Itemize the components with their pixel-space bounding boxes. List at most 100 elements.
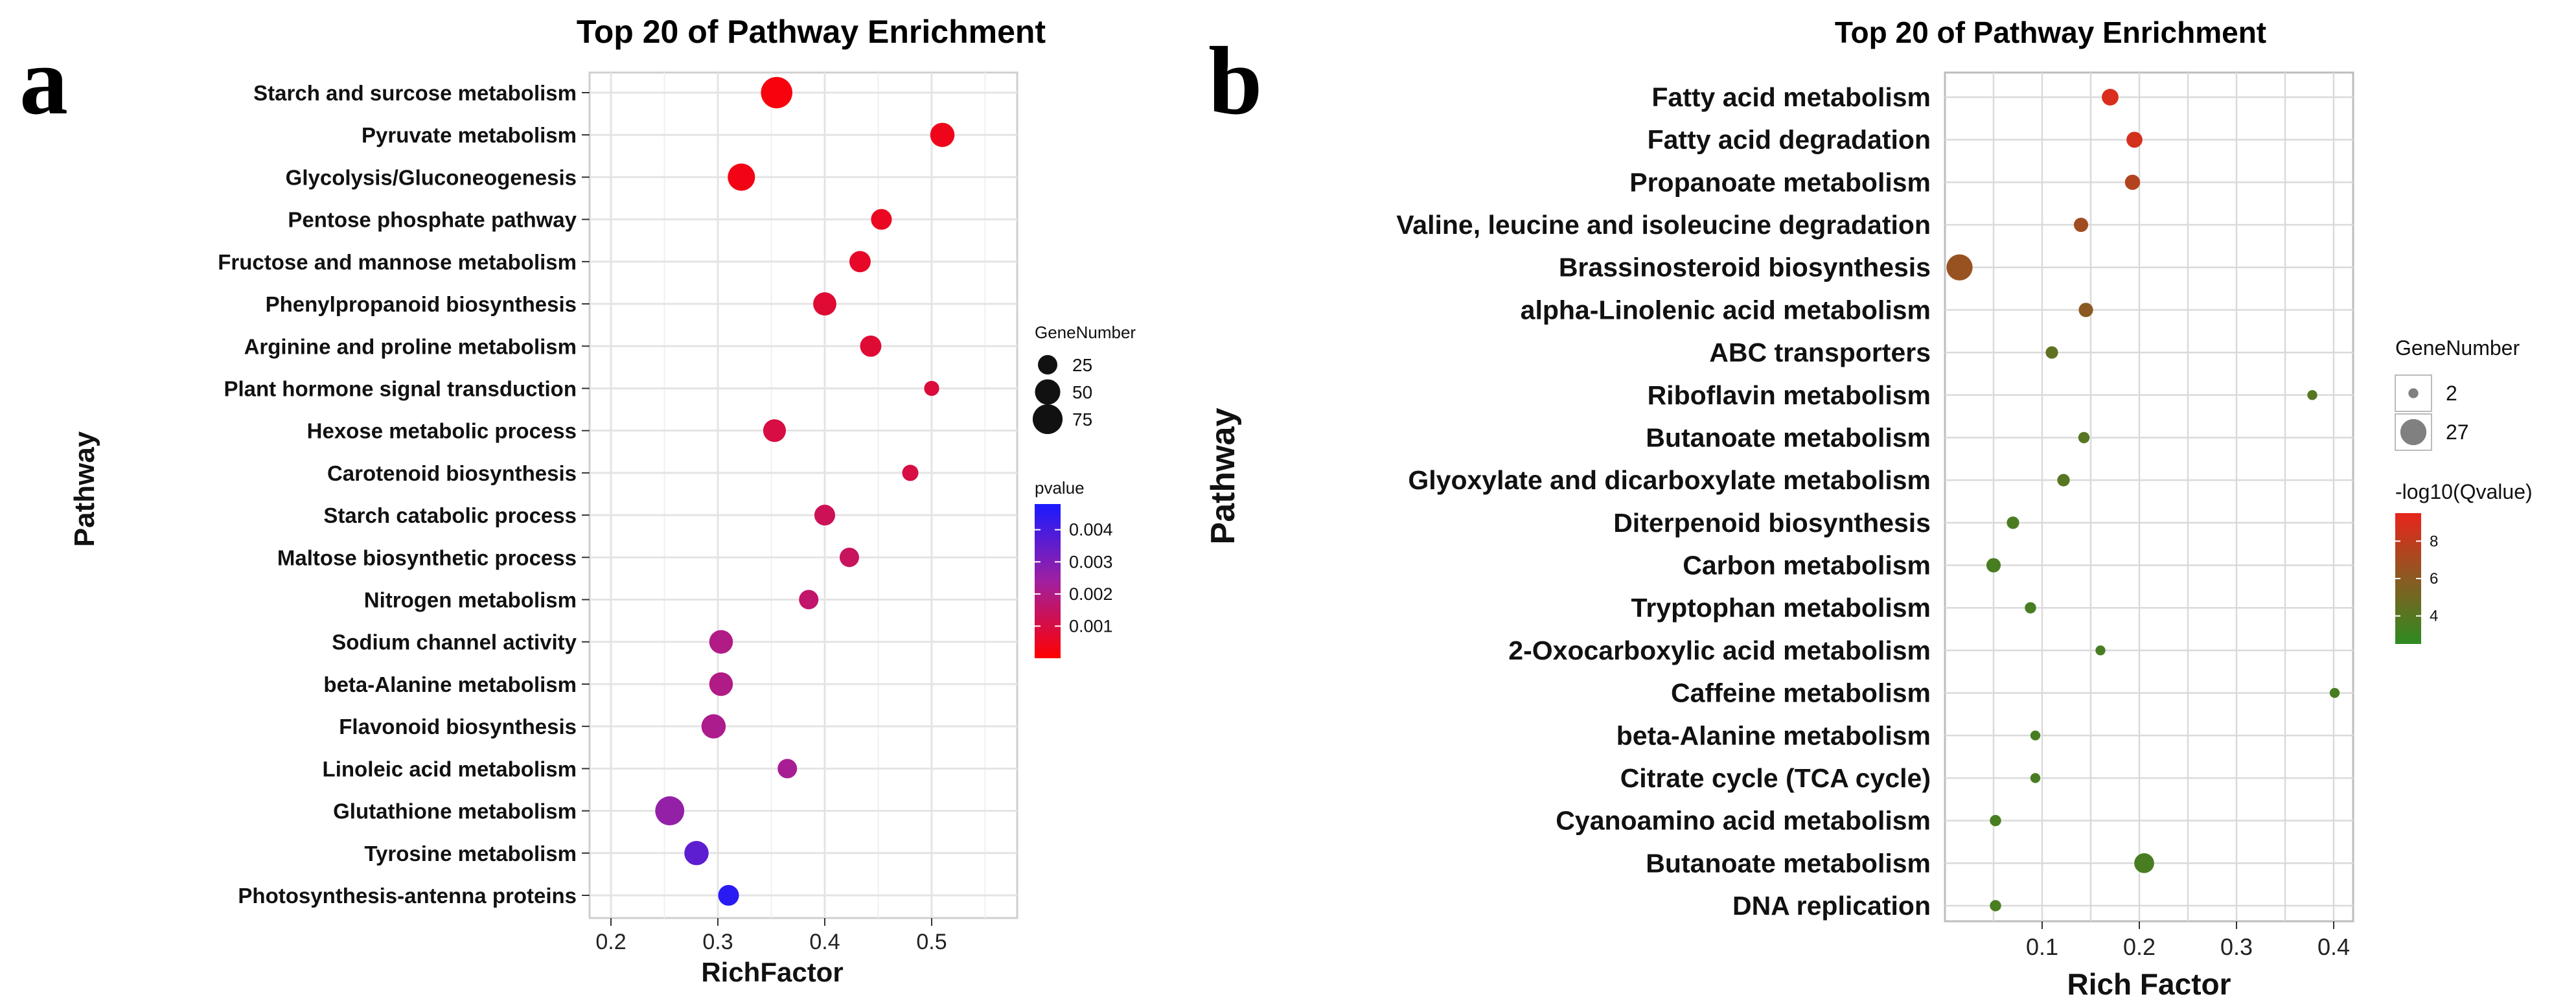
chart-a-colorbar <box>1035 504 1061 658</box>
chart-b-point <box>2073 217 2089 233</box>
chart-a-point <box>709 672 733 696</box>
chart-b-size-legend-title: GeneNumber <box>2395 336 2520 360</box>
chart-b-xtick-label: 0.4 <box>2317 934 2350 960</box>
chart-b-colorbar-label: 6 <box>2430 570 2438 588</box>
chart-b-x-ticks: 0.1 0.2 0.3 0.4 <box>2026 921 2350 960</box>
chart-a-xtick-label: 0.4 <box>809 930 840 954</box>
chart-a-size-legend-dot <box>1038 355 1057 374</box>
chart-a-pathway-labels: Starch and surcose metabolism Pyruvate me… <box>218 81 590 908</box>
chart-a-point <box>813 292 836 316</box>
chart-b-xtick-label: 0.1 <box>2026 934 2058 960</box>
chart-b-pathway-label: Carbon metabolism <box>1683 551 1931 580</box>
chart-a-size-legend-dot <box>1032 404 1063 435</box>
chart-b-points <box>1946 89 2340 912</box>
chart-a-size-legend-label: 25 <box>1072 355 1092 375</box>
panel-b-letter: b <box>1208 27 1262 135</box>
chart-a-xtick-label: 0.2 <box>595 930 626 954</box>
chart-a-point <box>839 547 859 568</box>
chart-a-pathway-label: Plant hormone signal transduction <box>224 376 577 400</box>
chart-a-size-legend-label: 75 <box>1072 409 1092 430</box>
chart-b-pathway-label: DNA replication <box>1732 891 1931 921</box>
chart-b-pathway-label: Valine, leucine and isoleucine degradati… <box>1396 210 1931 240</box>
chart-a-size-legend-title: GeneNumber <box>1035 323 1136 342</box>
chart-b-xtick-label: 0.2 <box>2123 934 2156 960</box>
chart-a-colorbar-label: 0.001 <box>1069 616 1113 636</box>
chart-a-title: Top 20 of Pathway Enrichment <box>577 14 1046 50</box>
chart-b-point <box>2045 346 2058 359</box>
chart-b-point <box>1986 558 2001 573</box>
chart-a-color-legend-title: pvalue <box>1035 478 1085 498</box>
chart-b-pathway-labels: Fatty acid metabolism Fatty acid degradat… <box>1396 82 1931 921</box>
chart-a-point <box>761 76 793 109</box>
chart-a-pathway-label: Starch catabolic process <box>323 503 577 527</box>
chart-a-point <box>930 122 955 147</box>
chart-a-point <box>871 209 892 230</box>
chart-b-point <box>2007 516 2019 529</box>
chart-b-legend: GeneNumber 2 27 -log10(Qvalue) 8 6 4 <box>2395 336 2533 644</box>
chart-a-panel-bg <box>588 71 1018 919</box>
chart-a-pathway-label: Tyrosine metabolism <box>364 842 577 866</box>
chart-b-size-legend-dot <box>2400 419 2427 446</box>
chart-a-pathway-label: Hexose metabolic process <box>307 419 577 443</box>
chart-a-x-ticks: 0.2 0.3 0.4 0.5 <box>595 918 947 954</box>
chart-a-size-legend: 25 50 75 <box>1032 355 1092 435</box>
chart-b-point <box>2078 303 2093 317</box>
chart-a-pathway-label: Glutathione metabolism <box>333 799 577 823</box>
chart-b-pathway-label: alpha-Linolenic acid metabolism <box>1521 295 1931 325</box>
chart-b-title: Top 20 of Pathway Enrichment <box>1835 16 2266 49</box>
chart-a-point <box>860 335 882 357</box>
chart-b-point <box>2329 687 2340 698</box>
chart-b-pathway-label: Fatty acid metabolism <box>1651 82 1931 112</box>
chart-b-point <box>2307 390 2317 400</box>
chart-b-point <box>2102 89 2119 106</box>
chart-a-plot: Starch and surcose metabolism Pyruvate me… <box>218 71 1018 954</box>
chart-b-pathway-label: Riboflavin metabolism <box>1648 380 1931 410</box>
chart-a-point <box>684 841 709 866</box>
chart-b-pathway-label: Citrate cycle (TCA cycle) <box>1620 763 1931 793</box>
chart-b-pathway-label: Butanoate metabolism <box>1646 848 1931 878</box>
chart-b-xtick-label: 0.3 <box>2220 934 2253 960</box>
chart-b-color-legend-title: -log10(Qvalue) <box>2395 480 2533 503</box>
chart-a-pathway-label: Carotenoid biosynthesis <box>327 461 577 485</box>
chart-a-point <box>655 796 685 825</box>
chart-a-pathway-label: Glycolysis/Gluconeogenesis <box>286 165 577 189</box>
chart-b-plot: Fatty acid metabolism Fatty acid degradat… <box>1396 71 2354 960</box>
chart-a-point <box>718 884 739 906</box>
chart-a-point <box>728 163 755 191</box>
chart-a-point <box>777 759 798 779</box>
chart-a-point <box>701 714 726 739</box>
chart-b-pathway-label: ABC transporters <box>1709 338 1931 367</box>
chart-a-point <box>849 251 871 273</box>
chart-a-pathway-label: beta-Alanine metabolism <box>323 672 577 696</box>
chart-b-point <box>1990 900 2001 912</box>
chart-a-point <box>763 419 787 442</box>
chart-b-point <box>2124 174 2141 190</box>
chart-a-pathway-label: Phenylpropanoid biosynthesis <box>266 292 577 316</box>
chart-b-point <box>2057 474 2070 487</box>
chart-b-size-legend: 2 27 <box>2395 374 2469 451</box>
chart-b-colorbar-ticks: 8 6 4 <box>2395 533 2438 625</box>
chart-b-pathway-label: 2-Oxocarboxylic acid metabolism <box>1508 636 1931 665</box>
chart-b-pathway-label: Caffeine metabolism <box>1671 678 1931 708</box>
chart-a-pathway-label: Arginine and proline metabolism <box>244 334 577 358</box>
chart-a-size-legend-dot <box>1035 379 1061 405</box>
chart-a-legend: GeneNumber 25 50 75 pvalue 0.004 0.003 0.002… <box>1032 323 1136 658</box>
chart-b-pathway-label: Diterpenoid biosynthesis <box>1613 508 1931 538</box>
chart-b-xlabel: Rich Factor <box>2067 967 2231 999</box>
chart-a-colorbar-label: 0.002 <box>1069 584 1113 604</box>
chart-b-size-legend-label: 2 <box>2446 382 2457 405</box>
chart-a-pathway-label: Linoleic acid metabolism <box>323 757 577 781</box>
chart-a-pathway-label: Pyruvate metabolism <box>362 123 577 147</box>
chart-b-pathway-label: Propanoate metabolism <box>1629 167 1931 197</box>
chart-a-xtick-label: 0.5 <box>916 930 947 954</box>
chart-b-point <box>2030 730 2041 741</box>
chart-b-pathway-label: Butanoate metabolism <box>1646 422 1931 452</box>
chart-a-size-legend-label: 50 <box>1072 382 1092 402</box>
chart-b-pathway-label: Fatty acid degradation <box>1648 125 1931 155</box>
chart-a-pathway-label: Maltose biosynthetic process <box>277 545 577 569</box>
chart-b-point <box>1946 254 1973 281</box>
panel-a-letter: a <box>19 27 68 135</box>
chart-b-colorbar-label: 4 <box>2430 608 2438 625</box>
chart-a-pathway-label: Pentose phosphate pathway <box>288 208 577 232</box>
chart-a-pathway-label: Nitrogen metabolism <box>364 588 577 612</box>
